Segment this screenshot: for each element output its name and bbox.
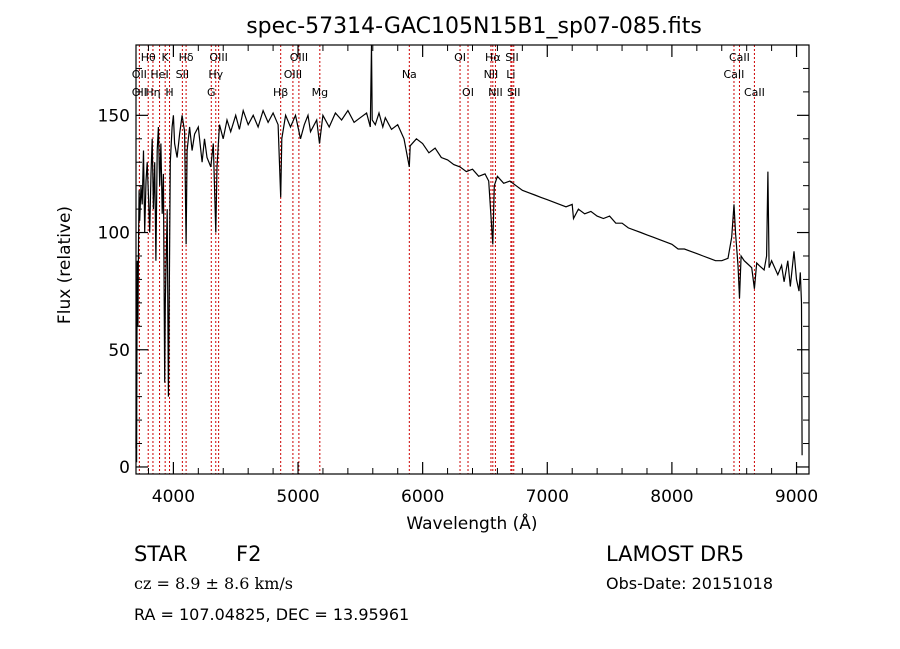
chart-title: spec-57314-GAC105N15B1_sp07-085.fits [246,14,702,39]
line-label: G [207,86,216,99]
survey-name: LAMOST DR5 [606,542,744,566]
line-label: OIII [290,51,308,64]
line-label: HeI [150,68,168,81]
line-label: Hθ [141,51,156,64]
y-axis-label: Flux (relative) [55,206,75,324]
line-label: CaII [724,68,745,81]
line-label: CaII [744,86,765,99]
object-class: STAR [134,542,187,566]
line-label: Mg [312,86,328,99]
plot-frame [135,44,810,475]
redshift-readout: cz = 8.9 ± 8.6 km/s [134,574,293,593]
x-tick-label: 5000 [276,487,319,507]
line-label: Li [506,68,515,81]
x-tick-label: 8000 [650,487,693,507]
line-label: OI [462,86,474,99]
line-label: Hη [145,86,160,99]
coordinates-readout: RA = 107.04825, DEC = 13.95961 [134,605,409,624]
y-tick-label: 0 [119,458,130,478]
x-tick-label: 6000 [401,487,444,507]
x-tick-label: 4000 [152,487,195,507]
y-tick-label: 100 [98,224,130,244]
line-label: Hα [485,51,501,64]
line-label: OIII [284,68,302,81]
object-subclass: F2 [236,542,261,566]
line-label: SII [176,68,189,81]
line-label: Hγ [208,68,223,81]
line-label: H [165,86,173,99]
line-label: NII [488,86,503,99]
y-tick-label: 50 [108,341,130,361]
y-axis-ticks: 0 50 100 150 [98,67,809,478]
line-label: NII [484,68,499,81]
observation-date: Obs-Date: 20151018 [606,574,773,593]
line-label: OI [454,51,466,64]
line-label: OII [132,68,147,81]
line-label: Na [402,68,417,81]
x-tick-label: 9000 [775,487,818,507]
line-label: K [162,51,170,64]
y-tick-label: 150 [98,106,130,126]
x-axis-label: Wavelength (Å) [406,512,537,534]
line-label: SII [505,51,518,64]
x-tick-label: 7000 [526,487,569,507]
line-label: OIII [209,51,227,64]
line-label: SII [507,86,520,99]
line-label: CaII [729,51,750,64]
line-label: Hδ [179,51,194,64]
line-label: Hβ [273,86,288,99]
spectral-line-markers [138,45,755,474]
spectrum-series-line [135,44,803,463]
x-axis-ticks: 4000 5000 6000 7000 8000 9000 [147,45,818,507]
